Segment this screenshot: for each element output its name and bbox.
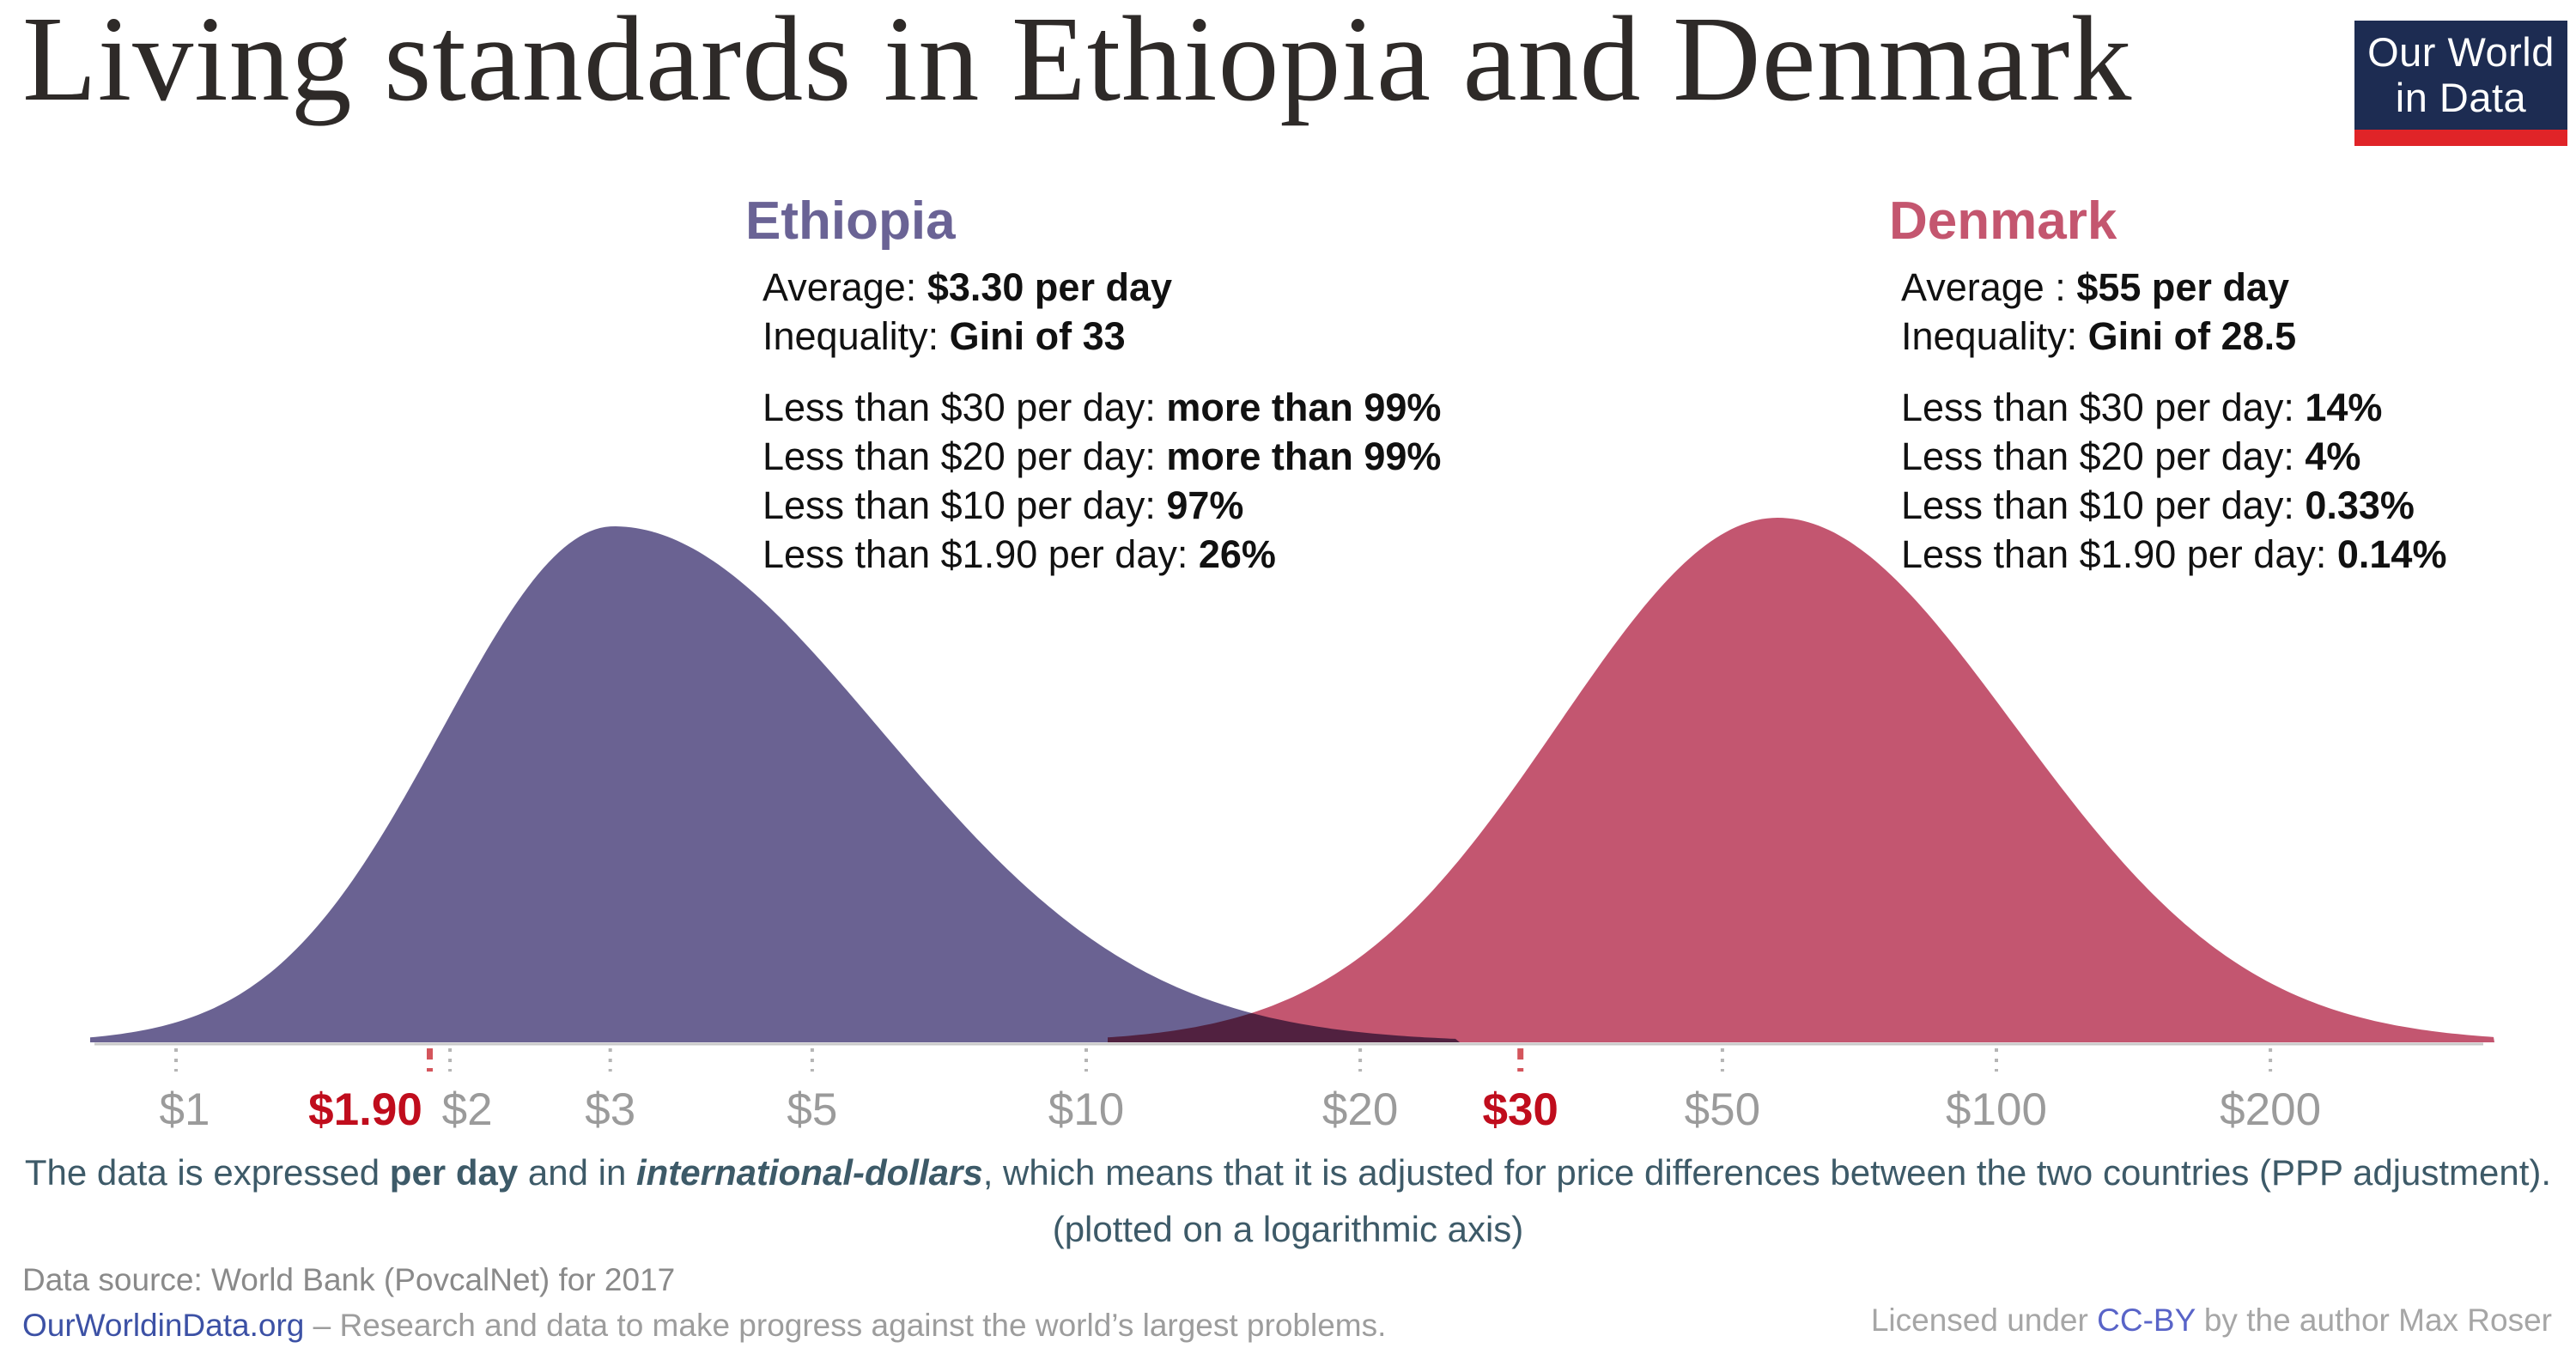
footnote-text: , which means that it is adjusted for pr… [982, 1152, 2552, 1193]
threshold-label: Less than $1.90 per day: [1901, 532, 2327, 576]
denmark-threshold-row: Less than $20 per day: 4% [1901, 432, 2446, 481]
owid-logo[interactable]: Our World in Data [2354, 21, 2567, 146]
axis-label-$200: $200 [2220, 1084, 2321, 1135]
license-author: by the author Max Roser [2195, 1302, 2552, 1338]
license-text: Licensed under [1870, 1302, 2098, 1338]
owid-logo-text: Our World in Data [2354, 29, 2567, 120]
ethiopia-inequality-label: Inequality: [762, 314, 939, 358]
axis-label-$1.90: $1.90 [308, 1084, 422, 1135]
ethiopia-threshold-row: Less than $10 per day: 97% [762, 481, 1441, 530]
threshold-label: Less than $30 per day: [762, 386, 1156, 429]
threshold-label: Less than $20 per day: [762, 434, 1156, 478]
denmark-threshold-row: Less than $1.90 per day: 0.14% [1901, 530, 2446, 579]
denmark-average-row: Average : $55 per day [1901, 263, 2446, 312]
ethiopia-inequality-row: Inequality: Gini of 33 [762, 312, 1441, 361]
axis-label-$20: $20 [1322, 1084, 1398, 1135]
denmark-inequality-value: Gini of 28.5 [2087, 314, 2297, 358]
denmark-inequality-label: Inequality: [1901, 314, 2078, 358]
owid-org-link[interactable]: OurWorldinData.org [22, 1308, 305, 1343]
owid-logo-red-bar [2354, 130, 2567, 146]
ethiopia-distribution-curve [90, 526, 1460, 1042]
ethiopia-inequality-value: Gini of 33 [949, 314, 1126, 358]
ethiopia-threshold-row: Less than $20 per day: more than 99% [762, 432, 1441, 481]
axis-label-$2: $2 [442, 1084, 493, 1135]
threshold-value: 0.33% [2305, 483, 2415, 527]
denmark-distribution-curve [1108, 518, 2494, 1042]
spacer [1901, 361, 2446, 383]
threshold-value: more than 99% [1166, 434, 1442, 478]
threshold-value: more than 99% [1166, 386, 1442, 429]
owid-tagline: – Research and data to make progress aga… [304, 1308, 1387, 1343]
page-title: Living standards in Ethiopia and Denmark [22, 0, 2133, 126]
footer-left: Data source: World Bank (PovcalNet) for … [22, 1257, 1386, 1348]
footnote-international-dollars: international-dollars [635, 1152, 983, 1193]
denmark-inequality-row: Inequality: Gini of 28.5 [1901, 312, 2446, 361]
threshold-value: 26% [1198, 532, 1276, 576]
threshold-label: Less than $10 per day: [1901, 483, 2294, 527]
threshold-label: Less than $1.90 per day: [762, 532, 1188, 576]
footnote-line1: The data is expressed per day and in int… [0, 1152, 2576, 1193]
axis-label-$30: $30 [1482, 1084, 1558, 1135]
axis-label-$1: $1 [160, 1084, 210, 1135]
ethiopia-average-label: Average: [762, 265, 917, 309]
owid-line: OurWorldinData.org – Research and data t… [22, 1302, 1386, 1348]
threshold-label: Less than $10 per day: [762, 483, 1156, 527]
threshold-value: 14% [2305, 386, 2383, 429]
footnote-text: The data is expressed [24, 1152, 390, 1193]
footnote-text: and in [518, 1152, 636, 1193]
axis-label-$10: $10 [1048, 1084, 1124, 1135]
owid-logo-line1: Our World [2367, 29, 2555, 75]
spacer [762, 361, 1441, 383]
denmark-average-value: $55 per day [2076, 265, 2289, 309]
data-source-line: Data source: World Bank (PovcalNet) for … [22, 1262, 676, 1297]
threshold-value: 4% [2305, 434, 2361, 478]
axis-label-$100: $100 [1946, 1084, 2047, 1135]
ethiopia-stats: Average: $3.30 per day Inequality: Gini … [762, 263, 1441, 579]
threshold-value: 0.14% [2336, 532, 2447, 576]
axis-label-$3: $3 [585, 1084, 635, 1135]
footnote-line2: (plotted on a logarithmic axis) [1052, 1209, 1524, 1249]
denmark-stats: Average : $55 per day Inequality: Gini o… [1901, 263, 2446, 579]
owid-logo-line2: in Data [2395, 75, 2527, 120]
threshold-value: 97% [1166, 483, 1244, 527]
ethiopia-average-row: Average: $3.30 per day [762, 263, 1441, 312]
threshold-label: Less than $30 per day: [1901, 386, 2294, 429]
ethiopia-threshold-row: Less than $30 per day: more than 99% [762, 383, 1441, 432]
denmark-average-label: Average : [1901, 265, 2066, 309]
ethiopia-average-value: $3.30 per day [927, 265, 1172, 309]
denmark-threshold-row: Less than $10 per day: 0.33% [1901, 481, 2446, 530]
denmark-heading: Denmark [1889, 191, 2117, 251]
footnote-per-day: per day [389, 1152, 519, 1193]
axis-label-$5: $5 [787, 1084, 837, 1135]
ethiopia-threshold-row: Less than $1.90 per day: 26% [762, 530, 1441, 579]
axis-label-$50: $50 [1685, 1084, 1760, 1135]
threshold-label: Less than $20 per day: [1901, 434, 2294, 478]
footer-license: Licensed under CC-BY by the author Max R… [1871, 1302, 2552, 1339]
ccby-link[interactable]: CC-BY [2097, 1302, 2196, 1338]
denmark-threshold-row: Less than $30 per day: 14% [1901, 383, 2446, 432]
ethiopia-heading: Ethiopia [745, 191, 956, 251]
